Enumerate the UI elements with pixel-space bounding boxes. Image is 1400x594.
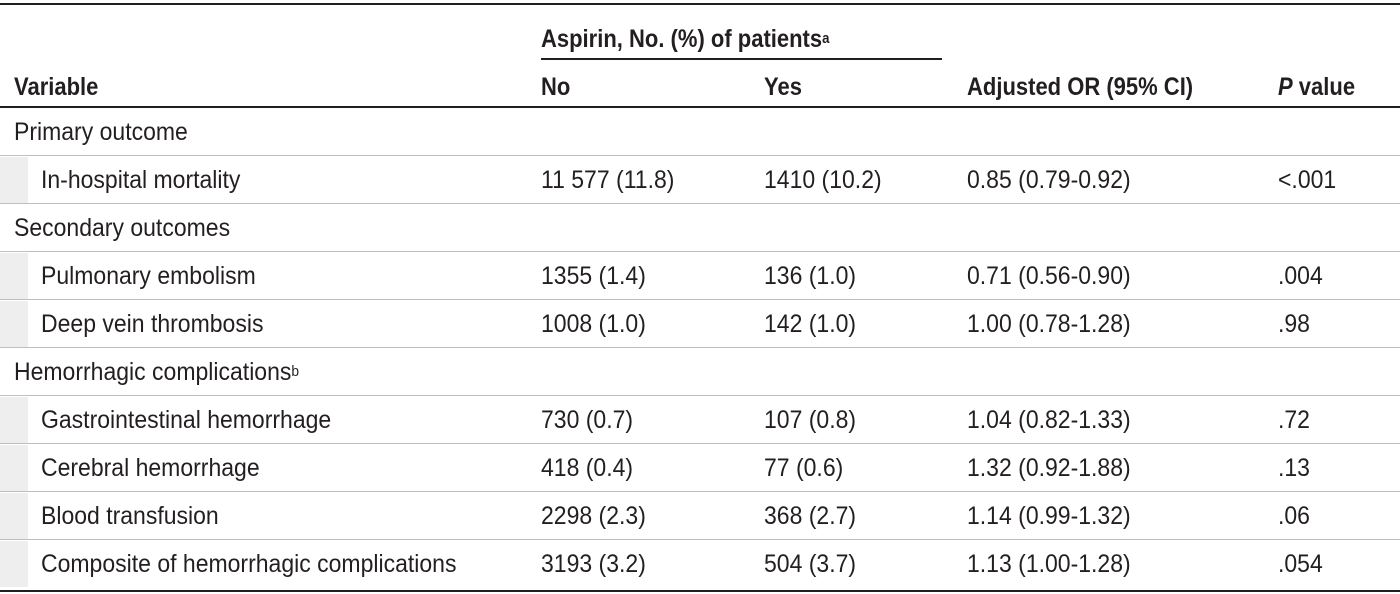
table-row: Pulmonary embolism 1355 (1.4) 136 (1.0) … [0,251,1400,300]
yes-cell: 504 (3.7) [764,550,857,578]
table-row: In-hospital mortality 11 577 (11.8) 1410… [0,155,1400,204]
or-cell: 1.04 (0.82-1.33) [967,406,1131,434]
p-cell: .054 [1278,550,1323,578]
section-label-text: Primary outcome [14,118,188,146]
table-row: Gastrointestinal hemorrhage 730 (0.7) 10… [0,395,1400,444]
no-cell: 418 (0.4) [541,454,634,482]
indent-marker [0,445,28,491]
or-cell: 0.71 (0.56-0.90) [967,262,1131,290]
p-cell: .72 [1278,406,1310,434]
table-row: Composite of hemorrhagic complications 3… [0,539,1400,588]
no-cell: 3193 (3.2) [541,550,646,578]
no-cell: 1008 (1.0) [541,310,646,338]
table-top-rule [0,3,1400,5]
variable-cell: Pulmonary embolism [41,262,256,290]
variable-cell: Deep vein thrombosis [41,310,264,338]
variable-cell: In-hospital mortality [41,166,241,194]
aspirin-group-label: Aspirin, No. (%) of patients [541,25,823,53]
no-cell: 1355 (1.4) [541,262,646,290]
indent-marker [0,301,28,347]
section-row-primary: Primary outcome [0,108,1400,156]
indent-marker [0,493,28,539]
table-row: Blood transfusion 2298 (2.3) 368 (2.7) 1… [0,491,1400,540]
section-row-hemorrhagic: Hemorrhagic complicationsb [0,347,1400,396]
variable-cell: Composite of hemorrhagic complications [41,550,457,578]
or-cell: 0.85 (0.79-0.92) [967,166,1131,194]
yes-cell: 77 (0.6) [764,454,844,482]
variable-cell: Blood transfusion [41,502,219,530]
or-cell: 1.14 (0.99-1.32) [967,502,1131,530]
yes-cell: 1410 (10.2) [764,166,882,194]
yes-header: Yes [764,73,802,101]
section-label: Secondary outcomes [14,204,230,252]
p-italic: P [1278,73,1293,101]
aspirin-group-rule [541,58,942,60]
indent-marker [0,253,28,299]
section-label: Primary outcome [14,108,188,156]
yes-cell: 107 (0.8) [764,406,857,434]
p-cell: <.001 [1278,166,1337,194]
or-cell: 1.32 (0.92-1.88) [967,454,1131,482]
footnote-b-marker: b [291,363,300,380]
yes-cell: 136 (1.0) [764,262,857,290]
section-label: Hemorrhagic complicationsb [14,348,299,396]
header-bottom-rule [0,106,1400,108]
p-cell: .004 [1278,262,1323,290]
indent-marker [0,397,28,443]
variable-header: Variable [14,73,99,101]
aspirin-group-header: Aspirin, No. (%) of patientsa [541,24,829,54]
section-row-secondary: Secondary outcomes [0,203,1400,252]
indent-marker [0,157,28,203]
table-row: Cerebral hemorrhage 418 (0.4) 77 (0.6) 1… [0,443,1400,492]
variable-cell: Cerebral hemorrhage [41,454,260,482]
or-cell: 1.00 (0.78-1.28) [967,310,1131,338]
section-label-text: Hemorrhagic complications [14,358,292,386]
p-cell: .98 [1278,310,1310,338]
p-value-label: value [1292,73,1356,101]
no-cell: 2298 (2.3) [541,502,646,530]
p-cell: .13 [1278,454,1310,482]
indent-marker [0,541,28,587]
yes-cell: 368 (2.7) [764,502,857,530]
table-row: Deep vein thrombosis 1008 (1.0) 142 (1.0… [0,299,1400,348]
no-cell: 730 (0.7) [541,406,634,434]
section-label-text: Secondary outcomes [14,214,231,242]
table-bottom-rule [0,590,1400,592]
yes-cell: 142 (1.0) [764,310,857,338]
p-value-header: P value [1278,72,1355,102]
footnote-a-marker: a [822,30,830,47]
adjusted-or-header: Adjusted OR (95% CI) [967,73,1194,101]
no-header: No [541,73,571,101]
no-cell: 11 577 (11.8) [541,166,675,194]
or-cell: 1.13 (1.00-1.28) [967,550,1131,578]
variable-cell: Gastrointestinal hemorrhage [41,406,332,434]
p-cell: .06 [1278,502,1310,530]
